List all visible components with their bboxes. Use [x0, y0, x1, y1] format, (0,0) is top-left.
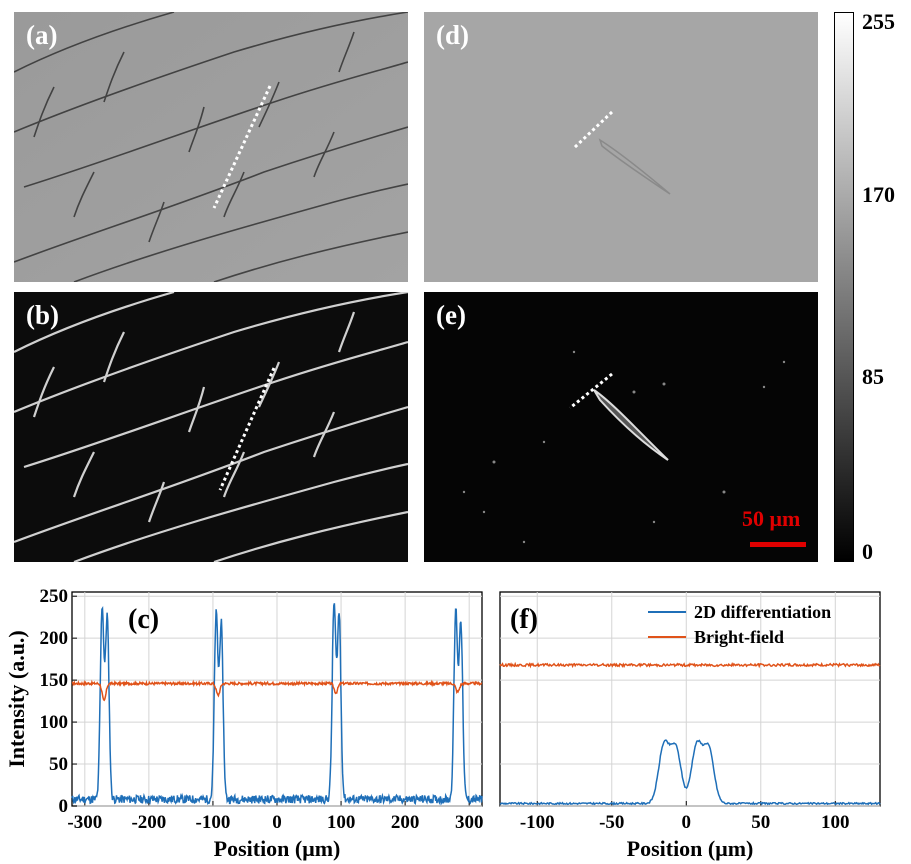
y-axis-label: Intensity (a.u.)	[4, 630, 29, 768]
x-tick-label: 0	[682, 812, 692, 833]
y-tick-label: 0	[59, 796, 69, 817]
x-tick-label: 200	[391, 812, 420, 833]
panel-label: (d)	[436, 20, 469, 50]
colorbar-tick-0: 0	[862, 539, 873, 564]
profile-line	[212, 85, 272, 209]
series-line-bf	[499, 661, 881, 669]
panel-label: (b)	[26, 300, 59, 330]
onion-cells-edges	[14, 292, 408, 562]
x-tick-label: -300	[67, 812, 102, 833]
y-tick-label: 200	[40, 628, 69, 649]
x-tick-label: 100	[821, 812, 850, 833]
single-cell-edges	[424, 292, 818, 562]
x-tick-label: 300	[455, 812, 484, 833]
x-tick-label: -200	[131, 812, 166, 833]
panel-a-brightfield-image: (a)	[14, 12, 408, 282]
x-tick-label: 50	[751, 812, 770, 833]
series-line-2d	[499, 739, 881, 806]
panel-b-differentiation-image: (b)	[14, 292, 408, 562]
x-axis-label: Position (μm)	[627, 836, 754, 861]
y-tick-label: 100	[40, 712, 69, 733]
series-line-2d	[71, 603, 483, 806]
panel-label: (a)	[26, 20, 58, 50]
profile-line	[218, 367, 276, 491]
x-tick-label: -100	[520, 812, 555, 833]
plot-area	[499, 591, 881, 807]
colorbar-tick-85: 85	[862, 364, 884, 390]
legend-label-2d: 2D differentiation	[694, 602, 831, 622]
cell-outline	[598, 138, 671, 195]
x-tick-label: -100	[196, 812, 231, 833]
scale-bar	[750, 542, 806, 547]
panel-e-differentiation-image: (e)	[424, 292, 818, 562]
colorbar-tick-255: 255	[862, 9, 895, 34]
scale-bar-label: 50 μm	[742, 506, 801, 531]
onion-cells-brightfield	[14, 12, 408, 282]
panel-d-brightfield-image: (d)	[424, 12, 818, 282]
colorbar-tick-170: 170	[862, 181, 895, 207]
x-tick-label: 0	[272, 812, 282, 833]
y-tick-label: 250	[40, 586, 69, 607]
y-tick-label: 50	[49, 754, 68, 775]
profile-line	[572, 110, 614, 150]
colorbar	[834, 12, 854, 562]
cell-outline	[593, 389, 669, 461]
y-tick-label: 150	[40, 670, 69, 691]
x-axis-label: Position (μm)	[214, 836, 341, 861]
single-cell-brightfield	[424, 12, 818, 282]
legend-label-bf: Bright-field	[694, 627, 784, 647]
panel-label: (c)	[128, 604, 159, 635]
series-line-bf	[71, 679, 483, 702]
x-tick-label: -50	[599, 812, 624, 833]
plot-area	[71, 591, 483, 807]
x-tick-label: 100	[327, 812, 356, 833]
panel-label: (e)	[436, 300, 466, 330]
panel-label: (f)	[510, 604, 538, 635]
